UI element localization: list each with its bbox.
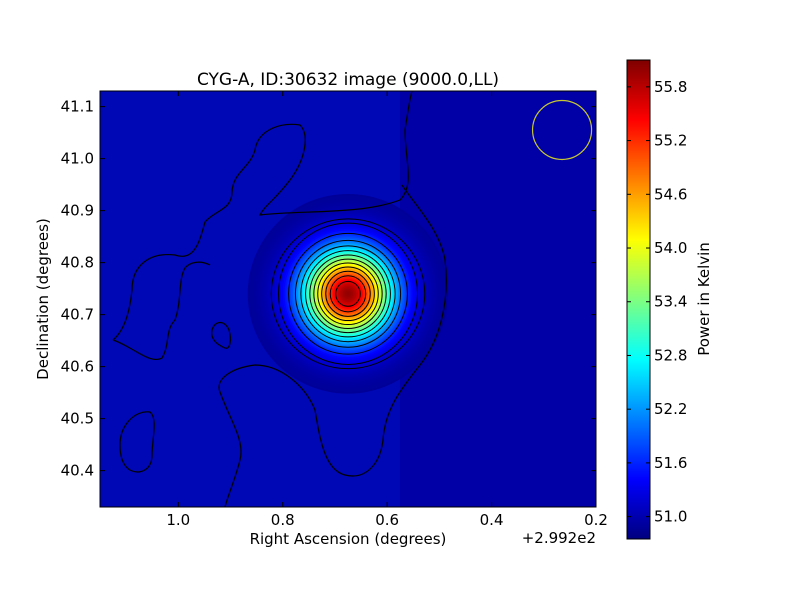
- y-tick-label: 40.5: [61, 410, 94, 428]
- y-axis-label: Declination (degrees): [34, 218, 52, 380]
- noise-island-1: [211, 321, 231, 349]
- noise-contours: [112, 91, 447, 507]
- colorbar-ticks: 51.0 51.6 52.2 52.8 53.4 54.0 54.6 55.2 55.8: [627, 78, 687, 526]
- x-offset-label: +2.992e2: [522, 529, 596, 547]
- x-tick-label: 0.2: [584, 511, 608, 529]
- noise-island-2: [119, 411, 155, 473]
- colorbar-tick-label: 53.4: [654, 293, 687, 311]
- contour-level: [270, 218, 426, 370]
- plot-frame: [99, 90, 597, 508]
- noise-contour-left: [112, 261, 211, 361]
- emission-ring: [346, 292, 350, 296]
- source-contours: [270, 218, 426, 370]
- colorbar-tick-label: 55.8: [654, 78, 687, 96]
- colorbar-tick-label: 51.0: [654, 508, 687, 526]
- x-axis-label: Right Ascension (degrees): [250, 530, 447, 548]
- x-tick-label: 0.8: [271, 511, 295, 529]
- contour-level: [317, 262, 379, 326]
- colorbar-label: Power in Kelvin: [695, 242, 713, 356]
- noise-contour-right: [218, 184, 447, 507]
- chart-title: CYG-A, ID:30632 image (9000.0,LL): [197, 70, 499, 90]
- colorbar-tick-label: 51.6: [654, 454, 687, 472]
- contour-level: [277, 222, 419, 365]
- beam-circle: [531, 99, 593, 161]
- y-tick-label: 40.8: [61, 254, 94, 272]
- contour-level: [313, 258, 383, 330]
- y-tick-label: 41.0: [61, 150, 94, 168]
- x-tick-label: 0.6: [375, 511, 399, 529]
- contour-level: [300, 245, 396, 343]
- colorbar-tick-label: 52.8: [654, 346, 687, 364]
- x-tick-label: 1.0: [166, 511, 190, 529]
- contour-level: [305, 250, 391, 338]
- y-tick-label: 40.7: [61, 306, 94, 324]
- contour-level: [309, 254, 387, 334]
- source-emission: [247, 193, 449, 394]
- contour-level: [288, 232, 408, 355]
- colorbar-tick-label: 54.0: [654, 239, 687, 257]
- contour-level: [329, 275, 367, 313]
- contour-level: [294, 239, 402, 348]
- y-axis: 40.4 40.5 40.6 40.7 40.8 40.9 41.0 41.1: [61, 98, 596, 480]
- x-axis: 1.0 0.8 0.6 0.4 0.2: [166, 91, 608, 529]
- heatmap-area: [100, 91, 596, 507]
- y-tick-label: 40.6: [61, 358, 94, 376]
- colorbar: [626, 59, 651, 540]
- y-tick-label: 40.9: [61, 202, 94, 220]
- contour-level: [325, 270, 371, 317]
- colorbar-tick-label: 55.2: [654, 132, 687, 150]
- y-tick-label: 41.1: [61, 98, 94, 116]
- colorbar-tick-label: 54.6: [654, 185, 687, 203]
- y-tick-label: 40.4: [61, 462, 94, 480]
- noise-contour-upper: [112, 91, 413, 341]
- contour-level: [321, 266, 375, 322]
- colorbar-tick-label: 52.2: [654, 400, 687, 418]
- x-tick-label: 0.4: [480, 511, 504, 529]
- contour-level: [335, 280, 361, 307]
